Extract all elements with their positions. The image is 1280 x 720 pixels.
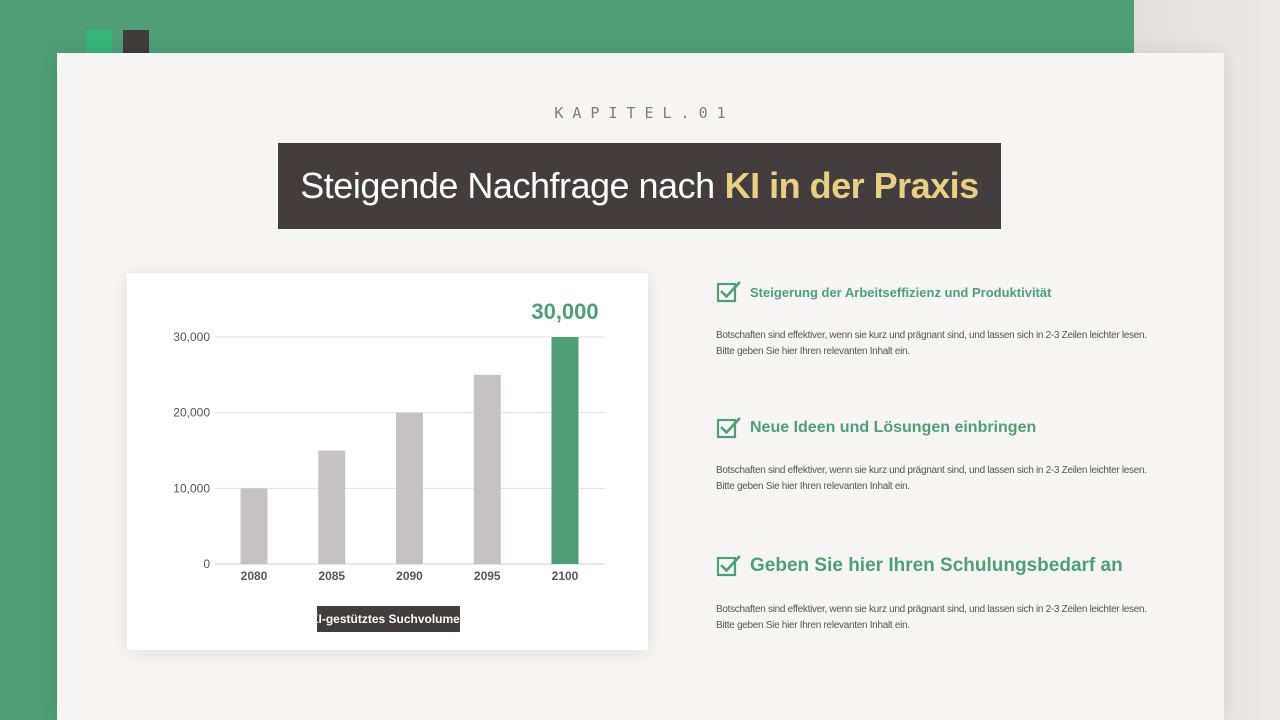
y-tick-label: 0	[203, 557, 210, 571]
bar	[318, 450, 346, 564]
title-highlight: KI in der Praxis	[724, 165, 980, 206]
data-label: 30,000	[531, 299, 598, 324]
benefit-text-line: Botschaften sind effektiver, wenn sie ku…	[716, 604, 1147, 615]
bar	[473, 374, 501, 564]
benefit-text-line: Botschaften sind effektiver, wenn sie ku…	[716, 465, 1147, 476]
y-tick-label: 10,000	[173, 481, 210, 495]
bar	[240, 488, 268, 564]
benefit-item-1: Steigerung der Arbeitseffizienz und Prod…	[716, 280, 1156, 360]
title-main: Steigende Nachfrage nach	[300, 165, 715, 206]
chart-x-label: KI-gestütztes Suchvolumen	[317, 606, 460, 632]
x-tick-label: 2080	[241, 569, 268, 583]
chapter-label: KAPITEL.01	[554, 104, 735, 122]
benefit-text-line: Bitte geben Sie hier Ihren relevanten In…	[716, 620, 910, 631]
benefit-text-line: Bitte geben Sie hier Ihren relevanten In…	[716, 481, 910, 492]
check-square-icon	[716, 417, 741, 439]
bar-chart: 0 10,000 20,000 30,000 2080 2085 2090 2095 2100 3…	[173, 299, 605, 583]
benefit-text: Botschaften sind effektiver, wenn sie ku…	[716, 463, 1156, 495]
benefit-heading: Neue Ideen und Lösungen einbringen	[750, 419, 1037, 436]
x-tick-label: 2095	[474, 569, 501, 583]
x-tick-label: 2085	[318, 569, 345, 583]
decor-square-dark	[123, 30, 149, 54]
benefit-text: Botschaften sind effektiver, wenn sie ku…	[716, 602, 1156, 634]
check-square-icon	[716, 555, 741, 577]
x-tick-label: 2100	[552, 569, 579, 583]
benefit-item-3: Geben Sie hier Ihren Schulungsbedarf an …	[716, 552, 1156, 634]
y-tick-label: 30,000	[173, 330, 210, 344]
benefit-text-line: Bitte geben Sie hier Ihren relevanten In…	[716, 346, 910, 357]
benefit-text-line: Botschaften sind effektiver, wenn sie ku…	[716, 330, 1147, 341]
benefit-text: Botschaften sind effektiver, wenn sie ku…	[716, 328, 1156, 360]
title-banner: Steigende Nachfrage nach KI in der Praxi…	[278, 143, 1001, 229]
benefit-heading: Geben Sie hier Ihren Schulungsbedarf an	[750, 555, 1123, 576]
y-tick-label: 20,000	[173, 406, 210, 420]
benefit-heading: Steigerung der Arbeitseffizienz und Prod…	[750, 284, 1052, 300]
benefit-item-2: Neue Ideen und Lösungen einbringen Botsc…	[716, 416, 1156, 495]
check-square-icon	[716, 281, 741, 303]
decor-square-green	[86, 30, 112, 54]
bar	[396, 412, 423, 564]
x-tick-label: 2090	[396, 569, 423, 583]
bar	[551, 337, 579, 564]
